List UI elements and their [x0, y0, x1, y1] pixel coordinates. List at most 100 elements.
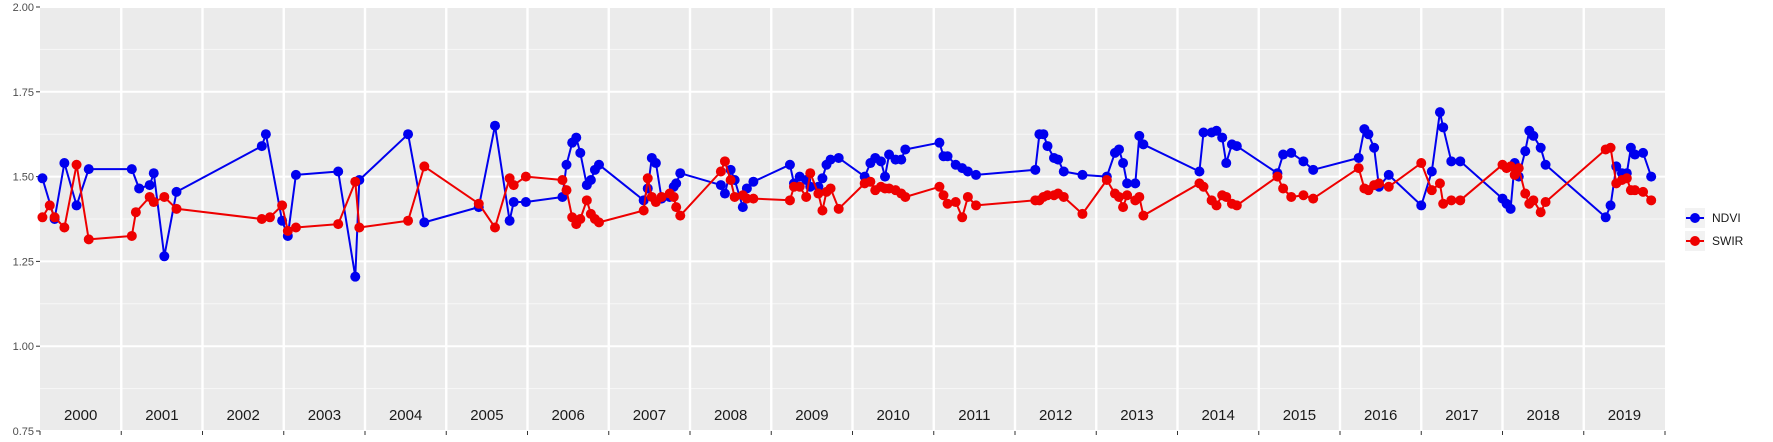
data-point — [350, 271, 361, 282]
data-point — [1353, 163, 1364, 174]
y-tick-label: 1.25 — [13, 256, 34, 268]
data-point — [748, 176, 759, 187]
data-point — [159, 251, 170, 262]
data-point — [1198, 127, 1209, 138]
year-label: 2010 — [876, 407, 909, 424]
data-point — [934, 181, 945, 192]
data-point — [962, 166, 973, 177]
data-point — [83, 234, 94, 245]
y-tick-label: 0.75 — [13, 426, 34, 438]
data-point — [784, 159, 795, 170]
data-point — [37, 173, 48, 184]
data-point — [1231, 200, 1242, 211]
data-point — [1363, 129, 1374, 140]
year-label: 2015 — [1283, 407, 1316, 424]
data-point — [794, 181, 805, 192]
data-point — [1286, 147, 1297, 158]
year-label: 2013 — [1120, 407, 1153, 424]
data-point — [1221, 191, 1232, 202]
data-point — [1416, 158, 1427, 169]
data-point — [1535, 142, 1546, 153]
data-point — [1308, 164, 1319, 175]
data-point — [729, 191, 740, 202]
data-point — [83, 164, 94, 175]
data-point — [1138, 210, 1149, 221]
data-point — [880, 171, 890, 182]
data-point — [508, 180, 519, 191]
data-point — [1513, 163, 1524, 174]
data-point — [277, 200, 288, 211]
data-point — [1134, 191, 1145, 202]
data-point — [37, 212, 48, 223]
data-point — [1646, 171, 1657, 182]
data-point — [1383, 169, 1394, 180]
data-point — [419, 217, 430, 228]
data-point — [520, 197, 531, 208]
data-point — [171, 203, 182, 214]
data-point — [642, 173, 653, 184]
data-point — [1455, 195, 1466, 206]
data-point — [520, 171, 531, 182]
data-point — [1122, 190, 1133, 201]
data-point — [1505, 203, 1516, 214]
data-point — [1520, 188, 1531, 199]
legend-label: NDVI — [1712, 211, 1741, 225]
data-point — [333, 166, 344, 177]
year-label: 2009 — [795, 407, 828, 424]
data-point — [875, 156, 886, 167]
data-point — [833, 152, 844, 163]
data-point — [950, 197, 961, 208]
data-point — [473, 198, 484, 209]
year-label: 2007 — [633, 407, 666, 424]
data-point — [504, 215, 515, 226]
year-label: 2011 — [958, 407, 990, 424]
data-point — [719, 188, 730, 199]
axes: 0.75 1.00 1.25 1.50 1.75 2.00 — [13, 2, 1666, 438]
data-point — [1426, 166, 1437, 177]
data-point — [354, 222, 365, 233]
data-point — [1638, 147, 1649, 158]
data-point — [1438, 122, 1449, 133]
year-label: 2005 — [470, 407, 503, 424]
data-point — [1438, 198, 1449, 209]
data-point — [1053, 154, 1064, 165]
data-point — [896, 154, 907, 165]
data-point — [1528, 130, 1539, 141]
data-point — [675, 210, 686, 221]
data-point — [144, 180, 155, 191]
data-point — [594, 159, 604, 170]
data-point — [260, 129, 271, 140]
year-label: 2012 — [1039, 407, 1072, 424]
data-point — [1353, 152, 1364, 163]
data-point — [813, 188, 824, 199]
data-point — [557, 174, 568, 185]
data-point — [719, 156, 730, 167]
year-label: 2019 — [1608, 407, 1641, 424]
legend-item-swir: SWIR — [1685, 231, 1744, 251]
data-point — [675, 168, 686, 179]
data-point — [1211, 200, 1222, 211]
data-point — [934, 137, 945, 148]
data-point — [801, 191, 812, 202]
y-tick-label: 1.75 — [13, 87, 34, 99]
data-point — [1434, 178, 1445, 189]
data-point — [1058, 191, 1069, 202]
data-point — [264, 212, 275, 223]
data-point — [1505, 161, 1516, 172]
data-point — [1528, 195, 1539, 206]
data-point — [148, 168, 159, 179]
year-label: 2014 — [1201, 407, 1234, 424]
data-point — [71, 200, 82, 211]
data-point — [962, 191, 973, 202]
data-point — [737, 202, 748, 213]
data-point — [594, 217, 604, 228]
data-point — [715, 166, 726, 177]
data-point — [403, 129, 414, 140]
data-point — [130, 207, 141, 218]
data-point — [1042, 141, 1053, 152]
data-point — [1217, 132, 1228, 143]
series-swir — [37, 142, 1657, 245]
series-layer — [37, 107, 1657, 282]
data-point — [490, 222, 500, 233]
data-point — [833, 203, 844, 214]
